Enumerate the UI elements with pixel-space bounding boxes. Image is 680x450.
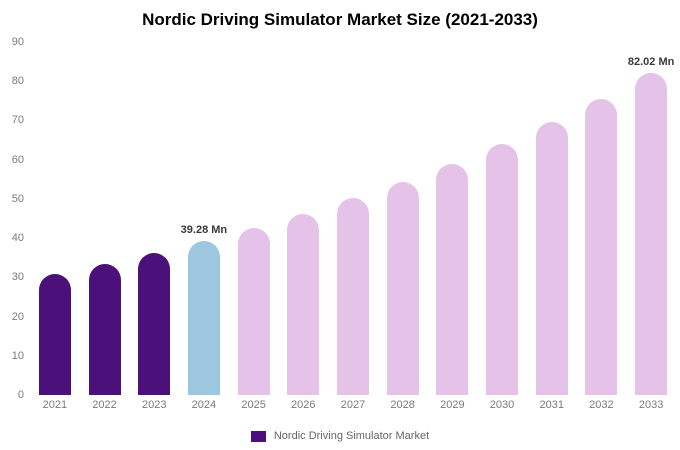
y-tick-10: 10 [11,349,24,362]
x-label-2026: 2026 [291,399,316,411]
bar-2029 [436,163,469,395]
bar-2032 [585,99,618,395]
x-label-2031: 2031 [539,399,564,411]
x-label-2028: 2028 [390,399,415,411]
bar-slot-2032 [577,42,627,395]
x-axis: 2021 2022 2023 2024 2025 2026 2027 2028 2029 2030… [30,399,676,414]
bar-slot-2026 [278,42,328,395]
legend-swatch [250,430,266,442]
plot-area: 39.28 Mn 82.02 Mn [30,42,676,395]
bar-slot-2021 [30,42,80,395]
bar-2023 [138,253,171,395]
x-label-2029: 2029 [440,399,465,411]
x-label-2024: 2024 [191,399,217,411]
y-tick-40: 40 [11,232,24,245]
bar-slot-2031 [527,42,577,395]
bar-slot-2033: 82.02 Mn [626,42,676,395]
x-label-2033: 2033 [638,399,664,411]
y-tick-90: 90 [11,36,24,48]
bar-2031 [535,122,568,395]
y-tick-60: 60 [11,153,24,166]
value-label-2033: 82.02 Mn [627,56,675,69]
y-tick-0: 0 [17,389,24,401]
bar-slot-2028 [378,42,428,395]
bar-2022 [88,264,121,395]
legend: Nordic Driving Simulator Market [0,430,680,442]
x-label-2030: 2030 [489,399,515,411]
bar-2027 [336,198,369,395]
chart-title: Nordic Driving Simulator Market Size (20… [142,10,538,29]
x-label-2032: 2032 [589,399,614,411]
bar-slot-2024: 39.28 Mn [179,42,229,395]
bar-2021 [38,274,71,395]
bar-2033 [635,73,668,395]
y-tick-50: 50 [11,192,24,205]
bar-slot-2027 [328,42,378,395]
bar-2025 [237,227,270,395]
bar-2026 [287,213,320,395]
y-tick-30: 30 [11,271,24,284]
bar-slot-2030 [477,42,527,395]
y-axis: 0 10 20 30 40 50 60 70 80 90 [0,36,26,401]
bar-slot-2022 [80,42,130,395]
x-label-2022: 2022 [92,399,117,411]
bar-slot-2029 [428,42,478,395]
x-label-2023: 2023 [141,399,167,411]
bar-2024 [187,240,220,395]
bar-2030 [486,143,519,395]
value-label-2024: 39.28 Mn [180,223,228,236]
y-tick-80: 80 [11,75,24,88]
y-tick-20: 20 [11,310,24,323]
bar-slot-2025 [229,42,279,395]
x-label-2021: 2021 [42,399,68,411]
legend-label: Nordic Driving Simulator Market [273,430,430,442]
y-tick-70: 70 [11,114,24,127]
bar-slot-2023 [129,42,179,395]
x-label-2025: 2025 [241,399,266,411]
bar-2028 [386,181,419,395]
x-label-2027: 2027 [340,399,366,411]
